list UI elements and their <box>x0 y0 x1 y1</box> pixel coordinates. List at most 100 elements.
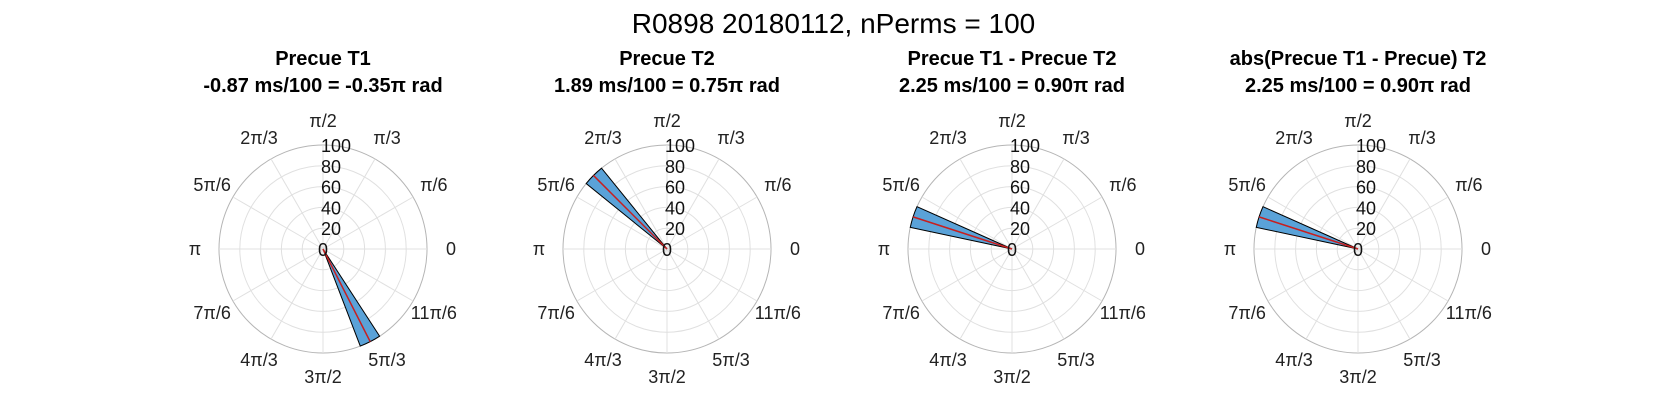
grid-spoke <box>322 248 414 302</box>
panel-title: Precue T2 <box>619 48 715 70</box>
theta-tick-label: 11π/6 <box>411 303 457 323</box>
theta-tick-label: π/3 <box>717 128 744 148</box>
theta-tick-label: π/2 <box>653 111 680 131</box>
grid-spoke <box>1357 248 1411 340</box>
r-tick-label: 60 <box>321 178 341 198</box>
mean-angle-line <box>1258 216 1359 250</box>
theta-tick-label: π/2 <box>998 111 1025 131</box>
panel-subtitle: 1.89 ms/100 = 0.75π rad <box>554 75 780 97</box>
theta-tick-label: 2π/3 <box>929 128 966 148</box>
grid-spoke <box>921 196 1013 250</box>
theta-tick-label: 0 <box>446 239 456 259</box>
theta-tick-label: π/3 <box>1062 128 1089 148</box>
histogram-bar <box>1255 206 1359 250</box>
panel-title: Precue T1 - Precue T2 <box>908 48 1117 70</box>
mean-angle-line <box>592 174 668 250</box>
panel-subtitle: 2.25 ms/100 = 0.90π rad <box>1245 75 1471 97</box>
theta-tick-label: 3π/2 <box>1339 367 1376 387</box>
r-tick-label: 100 <box>1010 136 1040 156</box>
grid-spoke <box>1011 248 1065 340</box>
theta-tick-label: 4π/3 <box>1275 350 1312 370</box>
figure-title: R0898 20180112, nPerms = 100 <box>631 8 1036 39</box>
r-tick-label: 80 <box>1010 157 1030 177</box>
theta-tick-label: 4π/3 <box>929 350 966 370</box>
theta-tick-label: 7π/6 <box>882 303 919 323</box>
theta-tick-label: 0 <box>790 239 800 259</box>
r-tick-label: 0 <box>1007 240 1017 260</box>
theta-tick-label: 5π/6 <box>193 175 230 195</box>
theta-tick-label: π <box>878 239 890 259</box>
theta-tick-label: π <box>1224 239 1236 259</box>
theta-tick-label: 5π/3 <box>1057 350 1094 370</box>
r-tick-label: 0 <box>318 240 328 260</box>
theta-tick-label: 4π/3 <box>584 350 621 370</box>
theta-tick-label: π <box>189 239 201 259</box>
r-tick-label: 60 <box>1010 178 1030 198</box>
theta-tick-label: π/6 <box>1455 175 1482 195</box>
theta-tick-label: 4π/3 <box>240 350 277 370</box>
r-tick-label: 100 <box>665 136 695 156</box>
theta-tick-label: π/2 <box>1344 111 1371 131</box>
grid-spoke <box>1357 196 1449 250</box>
r-tick-label: 80 <box>665 157 685 177</box>
theta-tick-label: 2π/3 <box>240 128 277 148</box>
panel-subtitle: 2.25 ms/100 = 0.90π rad <box>899 75 1125 97</box>
theta-tick-label: 3π/2 <box>304 367 341 387</box>
panel-title: abs(Precue T1 - Precue) T2 <box>1230 48 1487 70</box>
theta-tick-label: 2π/3 <box>584 128 621 148</box>
theta-tick-label: 0 <box>1481 239 1491 259</box>
mean-angle-line <box>912 216 1013 250</box>
histogram-bar <box>909 206 1013 250</box>
r-tick-label: 40 <box>665 198 685 218</box>
theta-tick-label: π/3 <box>373 128 400 148</box>
theta-tick-label: π/6 <box>1109 175 1136 195</box>
theta-tick-label: 7π/6 <box>1228 303 1265 323</box>
r-tick-label: 20 <box>665 219 685 239</box>
theta-tick-label: 5π/6 <box>537 175 574 195</box>
theta-tick-label: 11π/6 <box>1446 303 1492 323</box>
grid-spoke <box>614 158 668 250</box>
grid-spoke <box>1011 248 1103 302</box>
grid-spoke <box>666 158 720 250</box>
theta-tick-label: 5π/3 <box>1403 350 1440 370</box>
theta-tick-label: 7π/6 <box>193 303 230 323</box>
theta-tick-label: π/3 <box>1408 128 1435 148</box>
grid-spoke <box>1357 158 1411 250</box>
theta-tick-label: π/6 <box>764 175 791 195</box>
panel-subtitle: -0.87 ms/100 = -0.35π rad <box>203 75 442 97</box>
r-tick-label: 100 <box>321 136 351 156</box>
grid-spoke <box>232 248 324 302</box>
theta-tick-label: π <box>533 239 545 259</box>
grid-spoke <box>666 248 720 340</box>
grid-spoke <box>666 196 758 250</box>
grid-spoke <box>1267 196 1359 250</box>
panel-title: Precue T1 <box>275 48 371 70</box>
grid-spoke <box>576 248 668 302</box>
theta-tick-label: 5π/6 <box>1228 175 1265 195</box>
theta-tick-label: 3π/2 <box>993 367 1030 387</box>
grid-spoke <box>576 196 668 250</box>
grid-spoke <box>666 248 758 302</box>
grid-spoke <box>1267 248 1359 302</box>
grid-spoke <box>1011 196 1103 250</box>
r-tick-label: 20 <box>1356 219 1376 239</box>
theta-tick-label: π/2 <box>309 111 336 131</box>
r-tick-label: 20 <box>1010 219 1030 239</box>
r-tick-label: 60 <box>665 178 685 198</box>
grid-spoke <box>921 248 1013 302</box>
r-tick-label: 0 <box>662 240 672 260</box>
grid-spoke <box>270 158 324 250</box>
theta-tick-label: 3π/2 <box>648 367 685 387</box>
grid-spoke <box>270 248 324 340</box>
theta-tick-label: 5π/3 <box>712 350 749 370</box>
r-tick-label: 80 <box>321 157 341 177</box>
grid-spoke <box>322 196 414 250</box>
mean-angle-line <box>322 248 371 343</box>
grid-spoke <box>1011 158 1065 250</box>
r-tick-label: 80 <box>1356 157 1376 177</box>
grid-spoke <box>959 248 1013 340</box>
theta-tick-label: 0 <box>1135 239 1145 259</box>
r-tick-label: 40 <box>321 198 341 218</box>
r-tick-label: 20 <box>321 219 341 239</box>
